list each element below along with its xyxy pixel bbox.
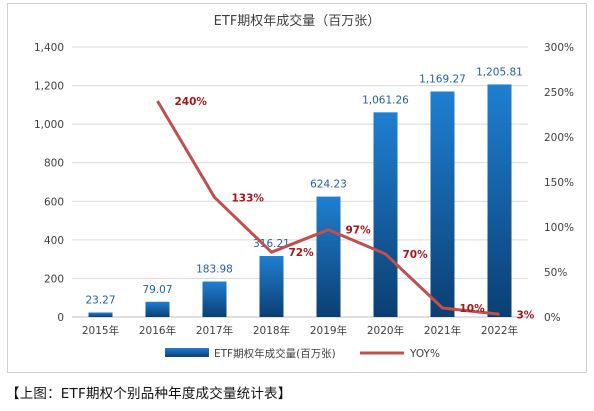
right-axis-ticks: 0% 50% 100% 150% 200% 250% 300% (544, 42, 574, 324)
bar-data-label: 183.98 (196, 264, 233, 276)
x-axis-labels: 2015年 2016年 2017年 2018年 2019年 2020年 2021年 2022年 (82, 324, 518, 337)
bars (88, 84, 512, 317)
left-tick-label: 200 (44, 273, 64, 285)
bar (88, 312, 113, 317)
right-tick-label: 0% (544, 312, 561, 324)
right-tick-label: 150% (544, 177, 574, 189)
right-tick-label: 250% (544, 87, 574, 99)
left-tick-label: 1,200 (34, 81, 64, 93)
bar-data-label: 1,205.81 (476, 66, 523, 78)
right-tick-label: 300% (544, 42, 574, 54)
yoy-line-path (156, 100, 500, 316)
legend-bar-label: ETF期权年成交量(百万张) (214, 347, 336, 360)
bar (373, 112, 398, 317)
yoy-line (156, 100, 500, 316)
bar (316, 196, 341, 317)
bar (145, 301, 170, 317)
left-tick-label: 1,400 (34, 42, 64, 54)
left-tick-label: 600 (44, 196, 64, 208)
yoy-data-label: 240% (175, 96, 208, 108)
yoy-data-labels: 240% 133% 72% 97% 70% 10% 3% (175, 96, 535, 321)
figure-caption: 【上图：ETF期权个别品种年度成交量统计表】 (6, 386, 292, 402)
x-tick-label: 2022年 (481, 324, 518, 337)
x-tick-label: 2015年 (82, 324, 119, 337)
left-tick-label: 400 (44, 235, 64, 247)
bar-data-label: 23.27 (85, 295, 115, 307)
gridlines (72, 46, 528, 318)
x-tick-label: 2018年 (253, 324, 290, 337)
x-tick-label: 2017年 (196, 324, 233, 337)
left-tick-label: 800 (44, 158, 64, 170)
bar (259, 256, 284, 317)
bar (430, 91, 455, 317)
yoy-data-label: 3% (517, 309, 535, 321)
yoy-data-label: 70% (403, 249, 429, 261)
yoy-data-label: 10% (460, 303, 486, 315)
x-tick-label: 2020年 (367, 324, 404, 337)
bar-data-label: 79.07 (142, 284, 172, 296)
bar-data-labels: 23.2779.07183.98316.21624.231,061.261,16… (85, 66, 522, 306)
bar-data-label: 1,061.26 (362, 94, 409, 106)
legend-bar-swatch (165, 348, 209, 357)
yoy-data-label: 97% (346, 225, 372, 237)
bar (202, 281, 227, 317)
x-tick-label: 2021年 (424, 324, 461, 337)
legend-line-label: YOY% (409, 348, 440, 360)
yoy-data-label: 133% (232, 192, 265, 204)
x-tick-label: 2016年 (139, 324, 176, 337)
left-axis-ticks: 0 200 400 600 800 1,000 1,200 1,400 (34, 42, 64, 324)
bar-data-label: 1,169.27 (419, 73, 466, 85)
left-tick-label: 1,000 (34, 119, 64, 131)
left-tick-label: 0 (57, 312, 64, 324)
legend: ETF期权年成交量(百万张) YOY% (165, 347, 440, 360)
right-tick-label: 50% (544, 267, 567, 279)
bar (487, 84, 512, 317)
right-tick-label: 200% (544, 132, 574, 144)
bar-data-label: 624.23 (310, 179, 347, 191)
x-tick-label: 2019年 (310, 324, 347, 337)
yoy-data-label: 72% (289, 247, 315, 259)
right-tick-label: 100% (544, 222, 574, 234)
chart-title: ETF期权年成交量（百万张） (213, 14, 381, 29)
